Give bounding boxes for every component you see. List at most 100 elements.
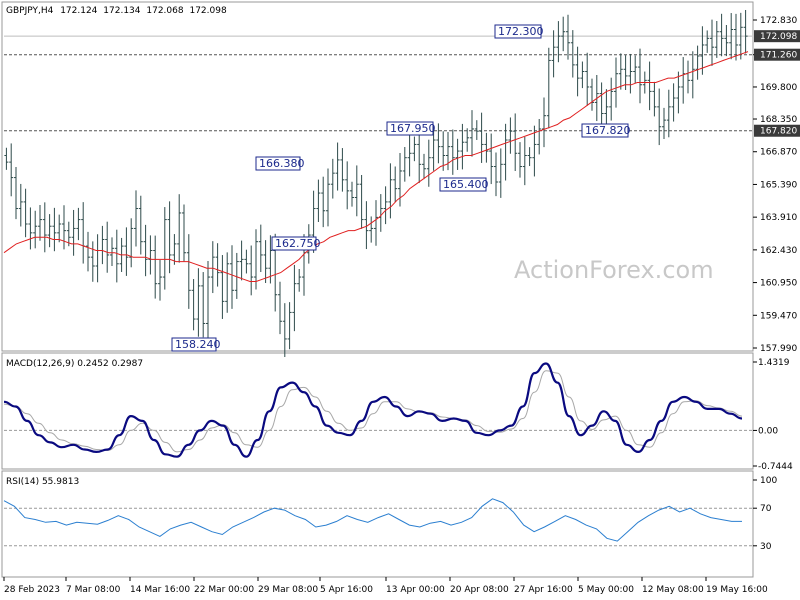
rsi-path <box>3 498 742 542</box>
time-tick-label: 19 May 16:00 <box>706 585 768 595</box>
ohlc-bar <box>62 205 66 250</box>
ohlc-bar <box>508 117 513 154</box>
ohlc-bar <box>9 143 14 197</box>
ohlc-bar <box>52 207 57 252</box>
rsi-line <box>3 498 742 542</box>
time-tick-label: 22 Mar 00:00 <box>194 585 254 595</box>
price-tick-label: 162.430 <box>760 246 797 256</box>
ohlc-bar <box>134 190 138 247</box>
ohlc-bar <box>633 55 638 84</box>
annotation-label: 172.300 <box>494 24 544 39</box>
ohlc-bar <box>249 245 254 296</box>
ohlc-bar <box>489 133 494 185</box>
rsi-axis: 100 70 30 <box>753 476 777 552</box>
ohlc-bar <box>474 120 479 140</box>
ohlc-bar <box>537 118 542 155</box>
svg-text:167.820: 167.820 <box>760 127 797 137</box>
ohlc-bar <box>287 302 292 350</box>
ohlc-bar <box>657 88 662 146</box>
macd-panel-frame <box>1 352 754 470</box>
ohlc-bar <box>71 209 76 256</box>
macd-title: MACD(12,26,9) 0.2452 0.2987 <box>6 359 143 369</box>
ohlc-bar <box>455 138 460 170</box>
ohlc-bar <box>422 153 426 180</box>
ohlc-bar <box>647 61 652 111</box>
ohlc-bar <box>628 53 633 94</box>
ohlc-bar <box>23 188 28 238</box>
ohlc-bar <box>551 30 556 78</box>
rsi-levels <box>4 507 752 547</box>
ohlc-bar <box>81 202 86 264</box>
time-tick-label: 27 Apr 16:00 <box>514 585 573 595</box>
price-tick-label: 163.910 <box>760 213 797 223</box>
ohlc-bar <box>86 231 90 272</box>
time-tick-label: 5 Apr 16:00 <box>320 585 373 595</box>
ohlc-bar <box>652 81 657 117</box>
ohlc-bar <box>153 235 158 299</box>
ohlc-bar <box>383 186 388 225</box>
ohlc-bar <box>225 252 230 313</box>
ohlc-bar <box>705 30 710 53</box>
ohlc-bar <box>518 142 522 178</box>
ohlc-bar <box>196 268 201 337</box>
ohlc-bar <box>585 52 590 106</box>
price-tick-label: 169.800 <box>760 83 797 93</box>
ohlc-bar <box>436 123 441 164</box>
symbol-header: GBPJPY,H4 172.124 172.134 172.068 172.09… <box>6 6 227 16</box>
ohlc-bar <box>441 131 446 171</box>
price-tick-label: 166.870 <box>760 148 797 158</box>
ohlc-bar <box>561 16 566 52</box>
ohlc-bar <box>590 78 594 111</box>
ohlc-bar <box>566 14 570 60</box>
ohlc-bar <box>388 163 393 219</box>
ohlc-bar <box>369 216 374 243</box>
ohlc-bar <box>326 168 330 227</box>
ohlc-bar <box>138 195 143 255</box>
ohlc-bar <box>354 165 359 217</box>
svg-text:158.240: 158.240 <box>175 338 221 351</box>
ohlc-bar <box>676 71 681 114</box>
rsi-title: RSI(14) 55.9813 <box>6 477 79 487</box>
svg-text:171.260: 171.260 <box>760 51 797 61</box>
ohlc-bar <box>143 224 148 277</box>
ohlc-bar <box>470 110 474 157</box>
ohlc-bar <box>182 204 186 262</box>
ohlc-bar <box>522 136 527 186</box>
price-tick-label: 160.950 <box>760 279 797 289</box>
price-tick-label: 172.830 <box>760 16 797 26</box>
ohlc-bar <box>167 201 172 274</box>
ohlc-bar <box>575 46 580 97</box>
ohlc-bar <box>234 252 239 299</box>
macd-tick-label: 0.00 <box>758 426 778 436</box>
time-axis: 28 Feb 2023 7 Mar 08:00 14 Mar 16:00 22 Mar… <box>3 577 768 595</box>
ohlc-bar <box>148 235 153 275</box>
svg-text:172.300: 172.300 <box>498 25 544 38</box>
ohlc-bar <box>239 240 244 281</box>
ohlc-bar <box>609 77 614 121</box>
svg-text:162.750: 162.750 <box>275 237 321 250</box>
annotation-label: 158.240 <box>171 337 221 352</box>
ohlc-bar <box>258 224 263 273</box>
ohlc-bar <box>76 207 81 241</box>
ohlc-bar <box>484 132 489 163</box>
ohlc-bar <box>191 279 196 331</box>
ohlc-bar <box>177 194 182 263</box>
ohlc-bar <box>186 234 191 309</box>
ohlc-bar <box>638 48 642 104</box>
ohlc-bar <box>14 167 18 220</box>
ohlc-bar <box>393 166 398 202</box>
price-bars <box>4 9 748 358</box>
ohlc-bar <box>201 272 206 338</box>
ohlc-bar <box>215 243 220 287</box>
ohlc-bar <box>580 61 585 89</box>
ohlc-bar <box>38 205 42 241</box>
ohlc-bar <box>345 161 350 210</box>
ohlc-bar <box>542 97 546 148</box>
ohlc-bar <box>330 158 335 199</box>
price-level-lines <box>4 35 752 132</box>
price-tick-label: 157.990 <box>760 344 797 354</box>
current-price-badge: 172.098 <box>754 30 800 43</box>
ohlc-bar <box>206 260 210 340</box>
ohlc-bar <box>494 152 498 197</box>
